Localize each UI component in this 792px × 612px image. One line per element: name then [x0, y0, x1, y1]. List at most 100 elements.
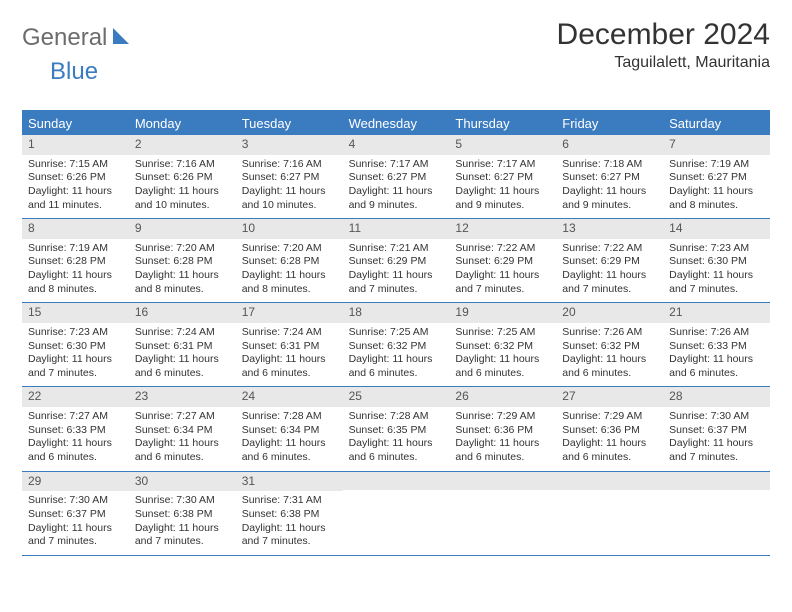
sunset-text: Sunset: 6:38 PM: [135, 508, 230, 522]
daylight-text: and 11 minutes.: [28, 199, 123, 213]
day-number: 23: [129, 387, 236, 407]
day-content: Sunrise: 7:17 AMSunset: 6:27 PMDaylight:…: [449, 155, 556, 219]
day-header-cell: Friday: [556, 112, 663, 135]
day-number: 19: [449, 303, 556, 323]
sunset-text: Sunset: 6:30 PM: [669, 255, 764, 269]
day-cell: 4Sunrise: 7:17 AMSunset: 6:27 PMDaylight…: [343, 135, 450, 218]
daylight-text: and 7 minutes.: [349, 283, 444, 297]
day-content: Sunrise: 7:25 AMSunset: 6:32 PMDaylight:…: [449, 323, 556, 387]
sunset-text: Sunset: 6:27 PM: [349, 171, 444, 185]
daylight-text: and 6 minutes.: [349, 451, 444, 465]
week-row: 1Sunrise: 7:15 AMSunset: 6:26 PMDaylight…: [22, 135, 770, 219]
sunrise-text: Sunrise: 7:26 AM: [562, 326, 657, 340]
day-number: 3: [236, 135, 343, 155]
sunset-text: Sunset: 6:27 PM: [669, 171, 764, 185]
day-cell: 18Sunrise: 7:25 AMSunset: 6:32 PMDayligh…: [343, 303, 450, 386]
day-content: Sunrise: 7:18 AMSunset: 6:27 PMDaylight:…: [556, 155, 663, 219]
day-number: 5: [449, 135, 556, 155]
day-number: 8: [22, 219, 129, 239]
sunrise-text: Sunrise: 7:29 AM: [455, 410, 550, 424]
daylight-text: Daylight: 11 hours: [242, 522, 337, 536]
sunrise-text: Sunrise: 7:31 AM: [242, 494, 337, 508]
day-content: Sunrise: 7:28 AMSunset: 6:34 PMDaylight:…: [236, 407, 343, 471]
sunrise-text: Sunrise: 7:16 AM: [242, 158, 337, 172]
daylight-text: Daylight: 11 hours: [135, 437, 230, 451]
day-cell: 5Sunrise: 7:17 AMSunset: 6:27 PMDaylight…: [449, 135, 556, 218]
daylight-text: Daylight: 11 hours: [455, 269, 550, 283]
daylight-text: and 6 minutes.: [242, 451, 337, 465]
day-header-cell: Saturday: [663, 112, 770, 135]
daylight-text: Daylight: 11 hours: [242, 185, 337, 199]
day-number: 20: [556, 303, 663, 323]
sunset-text: Sunset: 6:27 PM: [242, 171, 337, 185]
day-content: [556, 490, 663, 538]
day-cell: 27Sunrise: 7:29 AMSunset: 6:36 PMDayligh…: [556, 387, 663, 470]
day-content: Sunrise: 7:27 AMSunset: 6:33 PMDaylight:…: [22, 407, 129, 471]
day-cell: [343, 472, 450, 555]
sunset-text: Sunset: 6:33 PM: [28, 424, 123, 438]
daylight-text: and 6 minutes.: [28, 451, 123, 465]
sunset-text: Sunset: 6:37 PM: [669, 424, 764, 438]
daylight-text: Daylight: 11 hours: [669, 185, 764, 199]
daylight-text: Daylight: 11 hours: [242, 269, 337, 283]
sunset-text: Sunset: 6:28 PM: [242, 255, 337, 269]
sunset-text: Sunset: 6:31 PM: [135, 340, 230, 354]
daylight-text: Daylight: 11 hours: [349, 437, 444, 451]
day-cell: 16Sunrise: 7:24 AMSunset: 6:31 PMDayligh…: [129, 303, 236, 386]
day-cell: 24Sunrise: 7:28 AMSunset: 6:34 PMDayligh…: [236, 387, 343, 470]
daylight-text: and 6 minutes.: [135, 451, 230, 465]
sunset-text: Sunset: 6:37 PM: [28, 508, 123, 522]
daylight-text: Daylight: 11 hours: [135, 269, 230, 283]
day-cell: 15Sunrise: 7:23 AMSunset: 6:30 PMDayligh…: [22, 303, 129, 386]
daylight-text: Daylight: 11 hours: [242, 437, 337, 451]
day-content: Sunrise: 7:15 AMSunset: 6:26 PMDaylight:…: [22, 155, 129, 219]
daylight-text: Daylight: 11 hours: [669, 269, 764, 283]
daylight-text: and 8 minutes.: [135, 283, 230, 297]
day-cell: 20Sunrise: 7:26 AMSunset: 6:32 PMDayligh…: [556, 303, 663, 386]
daylight-text: Daylight: 11 hours: [242, 353, 337, 367]
daylight-text: Daylight: 11 hours: [349, 185, 444, 199]
sunrise-text: Sunrise: 7:19 AM: [669, 158, 764, 172]
daylight-text: Daylight: 11 hours: [135, 353, 230, 367]
daylight-text: Daylight: 11 hours: [349, 269, 444, 283]
day-number: 29: [22, 472, 129, 492]
daylight-text: and 6 minutes.: [455, 367, 550, 381]
logo-text-general: General: [22, 24, 107, 52]
day-number: 9: [129, 219, 236, 239]
day-content: Sunrise: 7:27 AMSunset: 6:34 PMDaylight:…: [129, 407, 236, 471]
day-header-cell: Tuesday: [236, 112, 343, 135]
sunrise-text: Sunrise: 7:25 AM: [349, 326, 444, 340]
day-number: 22: [22, 387, 129, 407]
sunset-text: Sunset: 6:29 PM: [562, 255, 657, 269]
day-number: 30: [129, 472, 236, 492]
daylight-text: and 6 minutes.: [349, 367, 444, 381]
day-cell: [556, 472, 663, 555]
sunset-text: Sunset: 6:36 PM: [455, 424, 550, 438]
daylight-text: and 10 minutes.: [242, 199, 337, 213]
day-cell: 6Sunrise: 7:18 AMSunset: 6:27 PMDaylight…: [556, 135, 663, 218]
day-cell: 19Sunrise: 7:25 AMSunset: 6:32 PMDayligh…: [449, 303, 556, 386]
daylight-text: Daylight: 11 hours: [28, 269, 123, 283]
day-number: 31: [236, 472, 343, 492]
day-content: Sunrise: 7:29 AMSunset: 6:36 PMDaylight:…: [449, 407, 556, 471]
day-cell: 13Sunrise: 7:22 AMSunset: 6:29 PMDayligh…: [556, 219, 663, 302]
logo-text-blue: Blue: [50, 58, 792, 86]
sunset-text: Sunset: 6:34 PM: [242, 424, 337, 438]
day-number: 24: [236, 387, 343, 407]
day-content: Sunrise: 7:16 AMSunset: 6:27 PMDaylight:…: [236, 155, 343, 219]
day-number: 7: [663, 135, 770, 155]
day-number: 2: [129, 135, 236, 155]
day-cell: 7 Sunrise: 7:19 AMSunset: 6:27 PMDaylight…: [663, 135, 770, 218]
day-content: Sunrise: 7:30 AMSunset: 6:37 PMDaylight:…: [663, 407, 770, 471]
day-content: Sunrise: 7:29 AMSunset: 6:36 PMDaylight:…: [556, 407, 663, 471]
day-content: [343, 490, 450, 538]
day-number: [556, 472, 663, 490]
day-cell: 21Sunrise: 7:26 AMSunset: 6:33 PMDayligh…: [663, 303, 770, 386]
day-content: [449, 490, 556, 538]
logo: General: [22, 18, 135, 52]
daylight-text: Daylight: 11 hours: [562, 185, 657, 199]
day-content: Sunrise: 7:23 AMSunset: 6:30 PMDaylight:…: [22, 323, 129, 387]
daylight-text: Daylight: 11 hours: [455, 437, 550, 451]
day-cell: 9Sunrise: 7:20 AMSunset: 6:28 PMDaylight…: [129, 219, 236, 302]
sunrise-text: Sunrise: 7:19 AM: [28, 242, 123, 256]
